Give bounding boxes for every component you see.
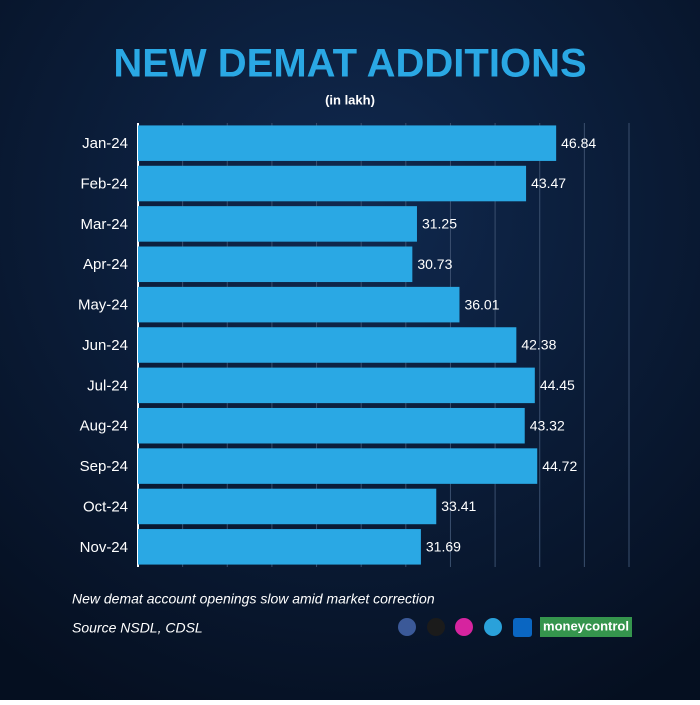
value-label: 30.73 <box>417 256 452 272</box>
bar <box>138 206 417 242</box>
value-label: 44.45 <box>540 377 575 393</box>
y-tick-label: Sep-24 <box>80 458 128 475</box>
social-icons <box>398 618 532 637</box>
linkedin-icon[interactable] <box>513 618 532 637</box>
y-tick-label: Mar-24 <box>80 216 128 233</box>
y-tick-label: Feb-24 <box>80 176 128 193</box>
instagram-icon[interactable] <box>455 618 473 636</box>
bar <box>138 286 460 323</box>
y-tick-label: Jan-24 <box>82 135 128 152</box>
y-tick-label: Oct-24 <box>83 498 128 515</box>
bar <box>138 165 527 202</box>
value-label: 43.47 <box>531 175 566 191</box>
value-label: 46.84 <box>561 135 596 151</box>
bar <box>138 448 538 484</box>
bar <box>138 367 535 404</box>
y-tick-label: May-24 <box>78 297 128 314</box>
bar <box>138 327 517 363</box>
bar <box>138 407 525 444</box>
chart-title: NEW DEMAT ADDITIONS <box>113 42 586 86</box>
value-label: 31.25 <box>422 216 457 232</box>
chart-subtitle: (in lakh) <box>325 92 375 107</box>
y-tick-label: Jun-24 <box>82 337 128 354</box>
y-tick-label: Apr-24 <box>83 256 128 273</box>
value-label: 33.41 <box>441 498 476 514</box>
value-label: 31.69 <box>426 539 461 555</box>
bar <box>138 488 437 525</box>
telegram-icon[interactable] <box>484 618 502 636</box>
bar <box>138 246 413 283</box>
value-label: 36.01 <box>464 296 499 312</box>
y-tick-label: Jul-24 <box>87 377 128 394</box>
bar <box>138 125 557 161</box>
value-label: 43.32 <box>530 417 565 433</box>
value-label: 42.38 <box>521 337 556 353</box>
brand: moneycontrol <box>543 618 629 633</box>
y-tick-label: Nov-24 <box>80 539 128 556</box>
bar <box>138 529 421 565</box>
brand-bg <box>540 617 632 637</box>
note: New demat account openings slow amid mar… <box>72 591 435 607</box>
x-icon[interactable] <box>427 618 445 636</box>
source: Source NSDL, CDSL <box>72 620 203 636</box>
value-label: 44.72 <box>542 458 577 474</box>
facebook-icon[interactable] <box>398 618 416 636</box>
y-tick-label: Aug-24 <box>80 418 128 435</box>
